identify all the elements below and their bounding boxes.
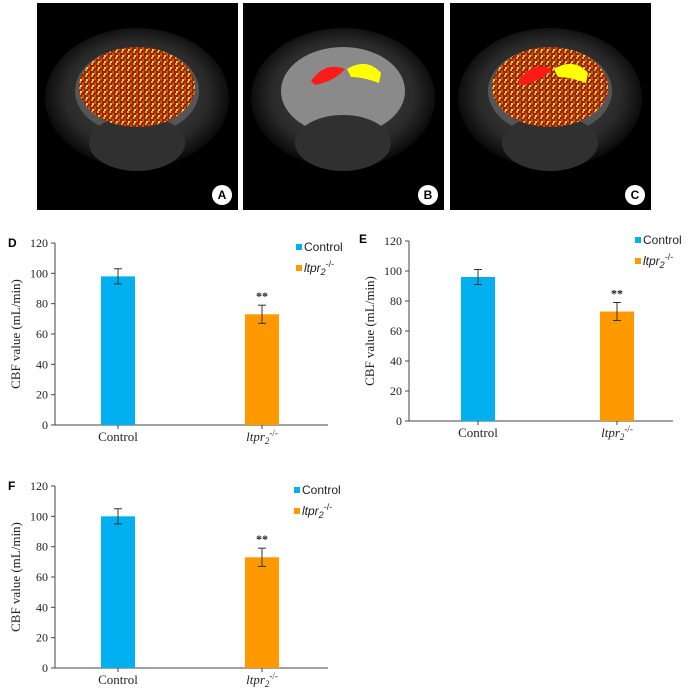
- panel-badge: B: [418, 185, 438, 205]
- bar-chart: D 0 20 40 60 80 100 120 CBF value (mL/min) Contro…: [8, 236, 343, 446]
- mri-image: [251, 28, 435, 171]
- legend-label: ltpr2-/-: [302, 502, 332, 520]
- y-tick-label: 60: [36, 570, 48, 584]
- y-tick-label: 60: [36, 327, 48, 341]
- legend-label: Control: [304, 240, 343, 254]
- region-red: [518, 66, 552, 85]
- significance-label: **: [256, 289, 268, 303]
- x-tick-label: Control: [458, 425, 498, 440]
- panel-badge: A: [212, 185, 232, 205]
- bar: [101, 516, 135, 668]
- legend-label: Control: [643, 233, 682, 247]
- bar: [245, 314, 279, 425]
- y-tick-label: 80: [36, 297, 48, 311]
- x-tick-label: ltpr2-/-: [601, 424, 633, 442]
- mri-panel-b: B: [243, 3, 444, 210]
- region-red: [311, 66, 345, 85]
- y-tick-label: 120: [30, 479, 48, 493]
- y-tick-label: 0: [396, 414, 402, 428]
- legend-label: ltpr2-/-: [304, 259, 334, 277]
- mri-image: [458, 28, 642, 171]
- y-tick-label: 80: [36, 540, 48, 554]
- panel-letter: E: [359, 232, 367, 246]
- y-tick-label: 20: [390, 384, 402, 398]
- legend-swatch: [635, 258, 641, 264]
- y-tick-label: 60: [390, 324, 402, 338]
- bar: [245, 557, 279, 668]
- chart-e: E 0 20 40 60 80 100 120 CBF value (mL/min) Contro…: [355, 225, 700, 450]
- y-tick-label: 120: [384, 234, 402, 248]
- y-tick-label: 20: [36, 388, 48, 402]
- bar: [461, 277, 495, 421]
- y-axis-label: CBF value (mL/min): [8, 279, 23, 389]
- mri-panel-a: A: [37, 3, 238, 210]
- region-yellow: [347, 63, 381, 83]
- legend-swatch: [294, 487, 300, 493]
- significance-label: **: [611, 287, 623, 301]
- legend-label: ltpr2-/-: [643, 252, 673, 270]
- panel-letter: D: [8, 236, 17, 250]
- region-yellow: [554, 63, 588, 83]
- legend-swatch: [294, 508, 300, 514]
- y-tick-label: 80: [390, 294, 402, 308]
- legend-label: Control: [302, 483, 341, 497]
- chart-d: D 0 20 40 60 80 100 120 CBF value (mL/min) Contro…: [0, 225, 350, 450]
- legend-swatch: [635, 237, 641, 243]
- y-tick-label: 0: [42, 418, 48, 432]
- bar: [101, 276, 135, 425]
- y-tick-label: 0: [42, 661, 48, 675]
- y-tick-label: 40: [390, 354, 402, 368]
- legend-swatch: [296, 244, 302, 250]
- y-axis-label: CBF value (mL/min): [362, 276, 377, 386]
- legend-swatch: [296, 265, 302, 271]
- x-tick-label: ltpr2-/-: [246, 671, 278, 689]
- y-tick-label: 100: [30, 509, 48, 523]
- x-tick-label: Control: [98, 429, 138, 444]
- panel-badge: C: [625, 185, 645, 205]
- bar: [600, 311, 634, 421]
- mri-panel-c: C: [450, 3, 651, 210]
- mri-image: [45, 28, 229, 171]
- chart-f: F 0 20 40 60 80 100 120 CBF value (mL/min) Contro…: [0, 472, 350, 689]
- y-tick-label: 40: [36, 357, 48, 371]
- x-tick-label: Control: [98, 672, 138, 687]
- y-tick-label: 100: [384, 264, 402, 278]
- bar-chart: E 0 20 40 60 80 100 120 CBF value (mL/min) Contro…: [359, 232, 682, 442]
- x-tick-label: ltpr2-/-: [246, 428, 278, 446]
- y-tick-label: 120: [30, 236, 48, 250]
- y-tick-label: 40: [36, 600, 48, 614]
- y-tick-label: 20: [36, 631, 48, 645]
- y-axis-label: CBF value (mL/min): [8, 522, 23, 632]
- panel-letter: F: [8, 479, 15, 493]
- bar-chart: F 0 20 40 60 80 100 120 CBF value (mL/min) Contro…: [8, 479, 341, 689]
- y-tick-label: 100: [30, 266, 48, 280]
- significance-label: **: [256, 532, 268, 546]
